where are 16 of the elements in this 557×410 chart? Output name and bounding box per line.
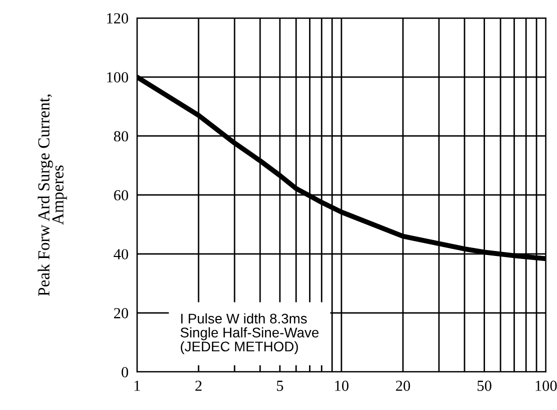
x-tick-label: 10 xyxy=(335,380,348,391)
y-tick-label: 20 xyxy=(114,308,128,318)
x-tick-label: 100 xyxy=(536,380,557,391)
y-tick-label: 60 xyxy=(114,190,128,200)
y-tick-label: 80 xyxy=(114,131,128,142)
annotation: I Pulse W idth 8.3ms Single Half-Sine-Wave (JEDEC METHOD) xyxy=(180,313,319,354)
y-tick-label: 0 xyxy=(122,367,128,378)
y-tick-label: 40 xyxy=(114,249,128,260)
x-tick-label: 50 xyxy=(478,380,492,391)
x-tick-label: 20 xyxy=(396,380,410,391)
x-tick-label: 2 xyxy=(195,380,202,391)
y-axis-title: Peak Forw Ard Surge Current, Amperes xyxy=(38,94,67,296)
y-tick-label: 120 xyxy=(107,13,128,24)
x-tick-label: 5 xyxy=(276,380,284,391)
x-tick-label: 1 xyxy=(134,380,140,391)
y-tick-label: 100 xyxy=(107,72,128,82)
